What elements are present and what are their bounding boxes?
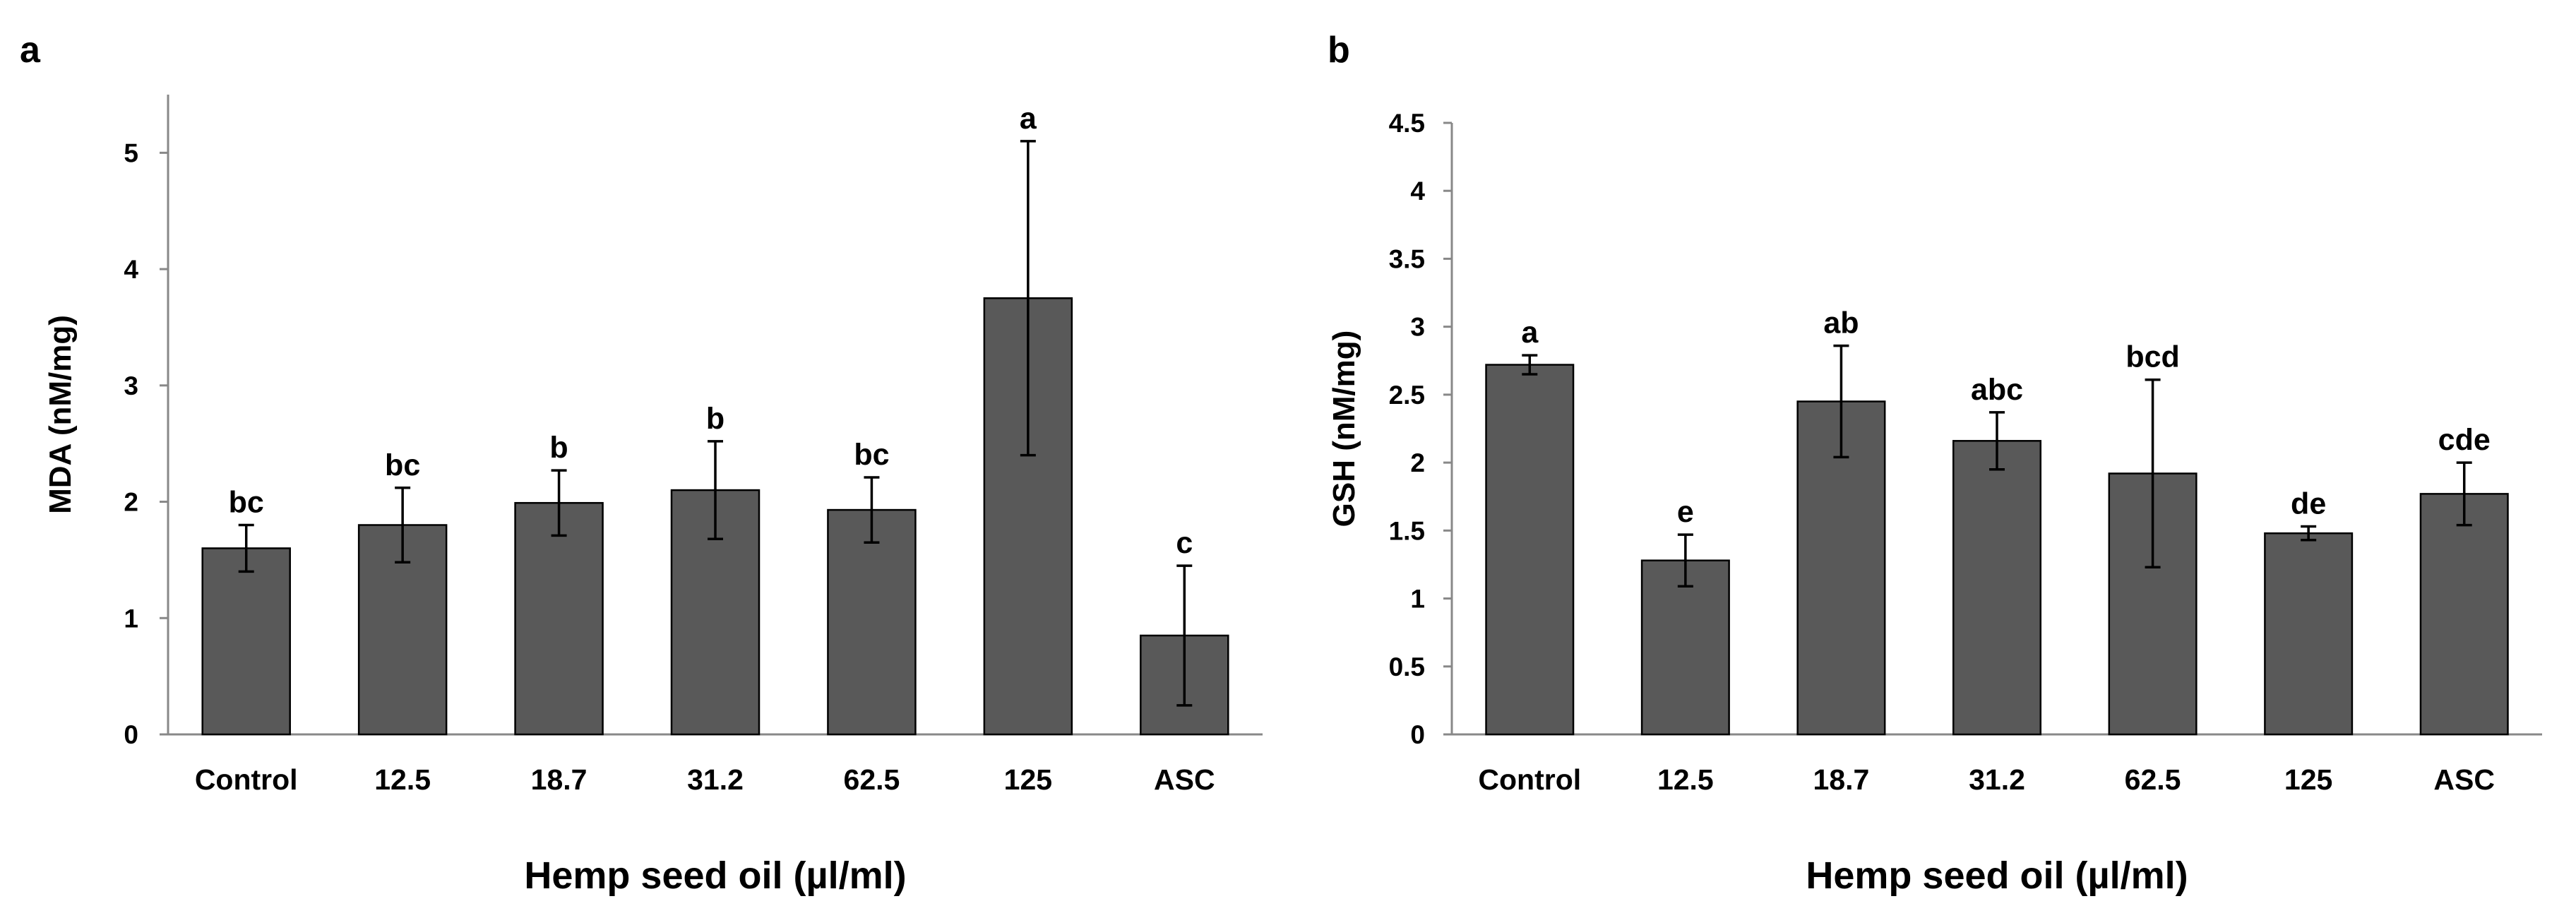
significance-label: ab	[1823, 306, 1859, 340]
x-tick-label: 31.2	[1969, 763, 2025, 796]
x-tick-label: 31.2	[687, 763, 744, 796]
y-tick-label: 1	[1410, 585, 1425, 614]
bar	[1485, 364, 1575, 736]
bar	[1640, 559, 1730, 736]
significance-label: bc	[229, 485, 264, 519]
significance-label: a	[1521, 316, 1539, 350]
x-tick-label: 18.7	[1813, 763, 1870, 796]
x-tick-label: ASC	[2433, 763, 2495, 796]
y-tick-label: 5	[124, 138, 138, 167]
y-tick-label: 3	[124, 371, 138, 400]
bar	[2419, 493, 2509, 736]
significance-label: abc	[1971, 373, 2023, 407]
y-tick-label: 1.5	[1389, 516, 1425, 545]
x-axis-title: Hemp seed oil (µl/ml)	[524, 854, 906, 897]
bar	[2264, 532, 2354, 736]
y-axis-title: MDA (nM/mg)	[43, 315, 78, 514]
y-tick-label: 4	[124, 255, 138, 284]
bar	[1952, 440, 2042, 736]
y-tick-label: 2	[124, 488, 138, 517]
bar	[514, 501, 604, 736]
panel-label: b	[1328, 30, 1350, 71]
x-axis-title: Hemp seed oil (µl/ml)	[1806, 854, 2188, 897]
y-tick-label: 1	[124, 604, 138, 633]
x-tick-label: Control	[195, 763, 298, 796]
x-tick-label: 62.5	[844, 763, 900, 796]
significance-label: b	[706, 402, 724, 436]
significance-label: bcd	[2125, 340, 2179, 374]
x-tick-label: Control	[1478, 763, 1581, 796]
x-tick-label: 125	[2284, 763, 2332, 796]
significance-label: e	[1677, 495, 1694, 529]
bar	[827, 508, 917, 736]
y-tick-label: 0	[124, 720, 138, 749]
significance-label: c	[1176, 526, 1193, 560]
significance-label: a	[1020, 102, 1037, 136]
x-tick-label: 62.5	[2125, 763, 2181, 796]
y-tick-label: 2.5	[1389, 381, 1425, 410]
y-tick-label: 2	[1410, 448, 1425, 477]
y-tick-label: 3	[1410, 313, 1425, 342]
significance-label: b	[549, 431, 568, 465]
y-tick-label: 0	[1410, 720, 1425, 749]
significance-label: bc	[385, 448, 420, 482]
panel-label: a	[20, 30, 41, 71]
x-tick-label: 18.7	[531, 763, 588, 796]
y-tick-label: 0.5	[1389, 652, 1425, 681]
significance-label: de	[2291, 487, 2326, 521]
bar	[201, 547, 291, 736]
x-tick-label: 12.5	[1657, 763, 1714, 796]
y-axis-title: GSH (nM/mg)	[1327, 330, 1361, 527]
significance-label: bc	[854, 438, 889, 472]
x-tick-label: ASC	[1154, 763, 1215, 796]
x-tick-label: 12.5	[374, 763, 431, 796]
x-tick-label: 125	[1004, 763, 1052, 796]
y-tick-label: 4	[1410, 177, 1425, 205]
significance-label: cde	[2438, 423, 2491, 457]
y-tick-label: 4.5	[1389, 109, 1425, 138]
y-tick-label: 3.5	[1389, 244, 1425, 273]
